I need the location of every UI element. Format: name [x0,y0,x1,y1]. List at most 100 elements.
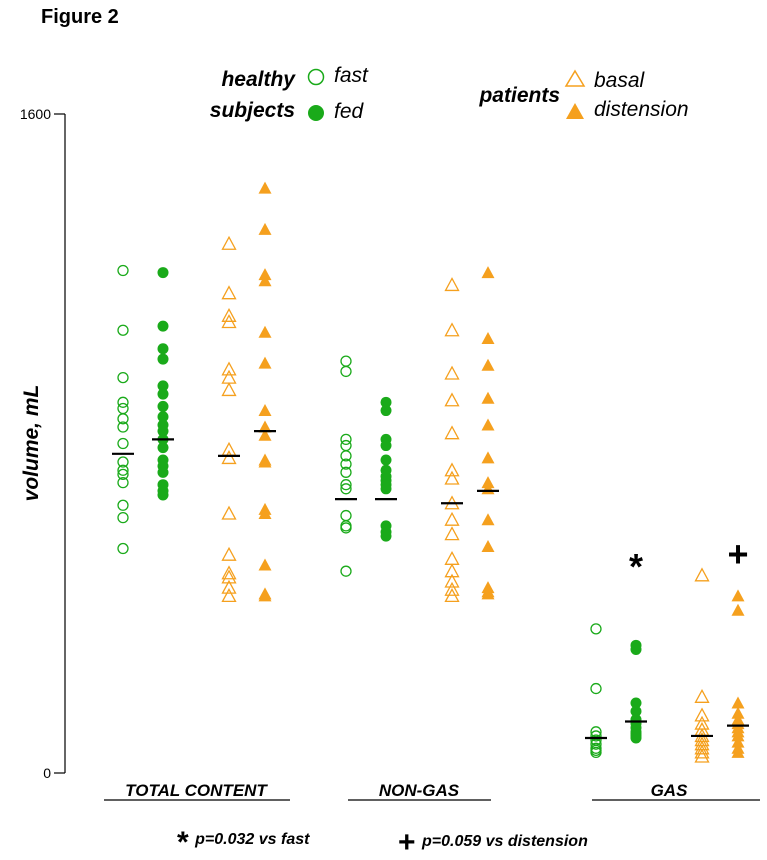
data-point [694,748,710,763]
data-point [731,706,745,719]
data-point [258,181,272,194]
data-point [380,396,392,408]
data-point [630,643,642,655]
data-point [157,411,169,423]
y-axis-label: volume, mL [20,385,43,502]
data-point [221,285,237,300]
data-point [221,546,237,561]
data-point [221,307,237,322]
data-point [340,433,352,446]
data-point [731,603,745,616]
data-point [590,730,602,742]
data-point [444,550,460,565]
footnote-plus-text: p=0.059 vs distension [421,833,588,850]
data-point [630,697,642,709]
data-point [340,483,352,495]
data-point [444,511,460,526]
data-point [117,421,129,433]
footnote-plus-symbol: + [398,826,416,859]
data-point [340,479,352,491]
data-point [694,688,710,703]
data-point [221,588,237,603]
data-point [444,277,460,292]
data-point [481,482,495,495]
y-tick-label: 0 [43,765,51,781]
data-point [221,382,237,397]
data-point [380,405,392,417]
data-point [340,450,352,462]
data-point [258,428,272,441]
data-point [694,567,710,582]
data-point [221,369,237,384]
data-point [117,437,129,450]
data-point [117,402,129,415]
data-point [157,400,169,412]
figure-label: Figure 2 [41,6,119,28]
data-point [117,476,129,489]
data-point [481,539,495,552]
significance-annotation: + [727,534,748,575]
data-point [444,425,460,440]
data-point [117,499,129,511]
data-point [340,439,352,452]
data-point [481,476,495,489]
data-point [221,235,237,250]
data-point [731,735,745,748]
data-point [694,744,710,759]
data-point [340,509,352,522]
data-point [340,522,352,534]
data-point [590,623,602,635]
data-point [340,466,352,478]
significance-annotation: * [629,546,643,587]
data-point [258,589,272,602]
data-point [117,511,129,524]
data-point [221,579,237,594]
data-point [117,456,129,468]
footnote-star: * p=0.032 vs fast [177,826,309,860]
legend-basal-icon [564,69,586,87]
data-point [258,558,272,571]
data-point [117,542,129,555]
legend-fed-label: fed [334,100,364,123]
data-point [157,320,169,332]
data-point [444,581,460,596]
data-point [444,526,460,541]
data-point [258,404,272,417]
data-point [157,425,169,437]
data-point [258,274,272,287]
footnote-star-text: p=0.032 vs fast [195,831,310,848]
data-point [444,365,460,380]
data-point [258,222,272,235]
data-point [221,565,237,580]
legend-healthy-label-line1: healthy [221,68,295,91]
data-point [117,464,129,476]
data-point [221,450,237,465]
data-point [731,589,745,602]
legend-basal-label: basal [594,69,645,92]
legend-healthy-label-line2: subjects [209,99,295,122]
data-point [221,505,237,520]
legend-patients-label: patients [479,84,560,107]
data-point [258,325,272,338]
data-point [481,418,495,431]
data-point [630,732,642,744]
data-point [694,736,710,751]
data-point [481,451,495,464]
category-label: NON-GAS [379,781,460,800]
data-point [481,391,495,404]
data-point [340,365,352,378]
data-point [694,707,710,722]
data-point [590,738,602,750]
data-point [590,726,602,738]
data-point [221,314,237,329]
data-point [481,358,495,371]
data-point [221,441,237,456]
data-point [380,440,392,452]
data-point [380,483,392,495]
data-point [117,371,129,384]
legend-distension-icon [566,103,584,119]
data-point [157,388,169,400]
data-point [157,466,169,478]
data-point [258,507,272,520]
